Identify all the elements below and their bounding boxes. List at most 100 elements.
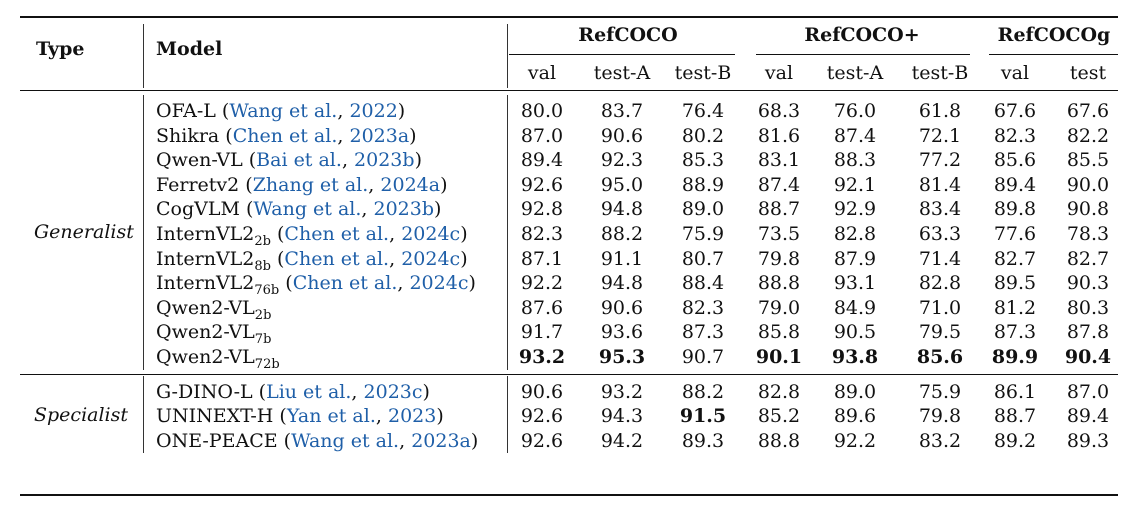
citation-author-link[interactable]: Wang et al. [229, 100, 338, 122]
table-cell: 63.3 [918, 223, 962, 245]
header-group-1: RefCOCO [578, 24, 678, 46]
section-rule [20, 373, 1118, 375]
table-cell: 91.7 [520, 321, 564, 344]
citation-close: ) [460, 247, 468, 270]
table-cell: 80.0 [520, 100, 564, 122]
table-cell: 92.6 [520, 405, 564, 428]
table-cell: 92.9 [833, 198, 877, 221]
table-cell: 82.3 [993, 124, 1037, 147]
citation-close: ) [460, 223, 468, 245]
table-cell: 94.8 [600, 272, 644, 295]
table-cell: 83.2 [918, 429, 962, 452]
citation-year-link[interactable]: 2024c [401, 247, 461, 270]
citation-year-link[interactable]: 2023c [363, 380, 423, 403]
model-size-subscript: 7b [254, 332, 272, 348]
citation-year-link[interactable]: 2024a [380, 173, 441, 196]
table-cell: 92.3 [600, 149, 644, 172]
table-cell: 87.4 [757, 173, 801, 196]
citation-author-link[interactable]: Chen et al. [284, 223, 390, 245]
citation-close: ) [409, 124, 417, 147]
citation-separator: , [397, 272, 410, 295]
citation-author-link[interactable]: Wang et al. [291, 429, 400, 452]
citation-open: ( [279, 272, 293, 295]
table-cell: 76.4 [681, 100, 725, 122]
table-cell: 90.8 [1066, 198, 1110, 221]
model-base-name: InternVL2 [156, 272, 255, 295]
model-base-name: Qwen2-VL [156, 346, 255, 368]
citation-separator: , [389, 247, 402, 270]
table-cell: 94.3 [600, 405, 644, 428]
citation-author-link[interactable]: Liu et al. [266, 380, 352, 403]
model-name: CogVLM (Wang et al., 2023b) [156, 197, 441, 221]
citation-author-link[interactable]: Chen et al. [232, 124, 338, 147]
citation-year-link[interactable]: 2023 [387, 405, 437, 428]
table-cell: 90.6 [600, 296, 644, 319]
model-name: ONE-PEACE (Wang et al., 2023a) [156, 429, 478, 453]
citation-author-link[interactable]: Bai et al. [256, 149, 342, 172]
header-group-2: RefCOCO+ [804, 24, 920, 46]
model-base-name: Qwen2-VL [156, 321, 255, 344]
citation-open: ( [219, 124, 233, 147]
table-cell: 90.5 [833, 321, 877, 344]
table-cell: 88.7 [993, 405, 1037, 428]
model-name: UNINEXT-H (Yan et al., 2023) [156, 404, 444, 428]
citation-separator: , [375, 405, 388, 428]
citation-author-link[interactable]: Chen et al. [292, 272, 398, 295]
table-cell: 88.3 [833, 149, 877, 172]
citation-author-link[interactable]: Zhang et al. [252, 173, 369, 196]
table-cell: 93.2 [600, 380, 644, 403]
table-cell: 78.3 [1066, 223, 1110, 245]
citation-open: ( [239, 173, 253, 196]
table-cell: 92.6 [520, 173, 564, 196]
citation-author-link[interactable]: Yan et al. [286, 405, 376, 428]
model-name: Qwen2-VL2b [156, 296, 271, 322]
header-subcol-5: test-A [826, 62, 884, 84]
table-cell: 87.9 [833, 247, 877, 270]
table-cell: 88.8 [757, 429, 801, 452]
table-cell: 85.3 [681, 149, 725, 172]
citation-year-link[interactable]: 2024c [401, 223, 461, 245]
model-base-name: InternVL2 [156, 223, 255, 245]
citation-year-link[interactable]: 2022 [349, 100, 398, 122]
citation-year-link[interactable]: 2024c [409, 272, 469, 295]
table-cell: 67.6 [1066, 100, 1110, 122]
table-cell: 85.6 [993, 149, 1037, 172]
model-name: Shikra (Chen et al., 2023a) [156, 124, 417, 148]
table-cell: 88.7 [757, 198, 801, 221]
table-cell: 79.0 [757, 296, 801, 319]
citation-close: ) [414, 149, 422, 172]
citation-separator: , [337, 100, 350, 122]
table-cell: 82.8 [757, 380, 801, 403]
table-cell: 82.7 [1066, 247, 1110, 270]
table-cell: 79.8 [918, 405, 962, 428]
citation-year-link[interactable]: 2023a [411, 429, 471, 452]
model-size-subscript: 72b [254, 357, 280, 372]
header-subcol-3: test-B [674, 62, 732, 84]
header-rule [20, 90, 1118, 91]
table-cell: 80.3 [1066, 296, 1110, 319]
table-cell: 87.8 [1066, 321, 1110, 344]
table-cell: 89.6 [833, 405, 877, 428]
table-cell: 86.1 [993, 380, 1037, 403]
citation-year-link[interactable]: 2023b [373, 198, 435, 221]
citation-author-link[interactable]: Chen et al. [284, 247, 390, 270]
citation-close: ) [422, 380, 430, 403]
table-cell: 89.4 [520, 149, 564, 172]
table-cell: 90.6 [520, 380, 564, 403]
table-cell: 89.2 [993, 429, 1037, 452]
model-name: OFA-L (Wang et al., 2022) [156, 99, 405, 123]
table-cell: 94.2 [600, 429, 644, 452]
citation-separator: , [341, 149, 355, 172]
citation-author-link[interactable]: Wang et al. [253, 198, 362, 221]
citation-year-link[interactable]: 2023a [349, 124, 410, 147]
model-size-subscript: 8b [254, 258, 271, 274]
citation-separator: , [351, 380, 364, 403]
model-base-name: Qwen2-VL [156, 296, 255, 319]
table-cell: 88.9 [681, 173, 725, 196]
citation-year-link[interactable]: 2023b [354, 149, 415, 172]
model-name: Qwen-VL (Bai et al., 2023b) [156, 148, 422, 172]
table-cell: 90.3 [1066, 272, 1110, 295]
table-cell: 87.0 [520, 124, 564, 147]
citation-close: ) [468, 272, 476, 295]
table-cell: 92.8 [520, 198, 564, 221]
